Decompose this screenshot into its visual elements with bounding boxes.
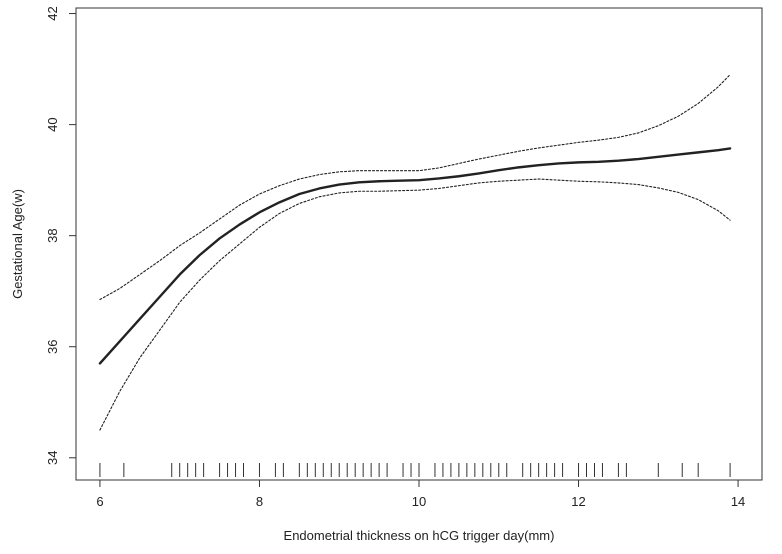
- x-tick-label: 8: [256, 494, 263, 509]
- x-tick-label: 6: [96, 494, 103, 509]
- y-tick-label: 38: [45, 228, 60, 242]
- x-tick-label: 12: [571, 494, 585, 509]
- y-axis: 34 36 38 40 42: [45, 6, 77, 465]
- x-axis: 6 8 10 12 14: [96, 479, 745, 509]
- y-tick-label: 42: [45, 6, 60, 20]
- x-axis-title: Endometrial thickness on hCG trigger day…: [284, 528, 555, 543]
- fitted-curve: [98, 147, 732, 365]
- lower-confidence-band: [99, 178, 731, 431]
- y-tick-label: 36: [45, 339, 60, 353]
- x-tick-label: 14: [731, 494, 745, 509]
- upper-confidence-band: [99, 74, 731, 301]
- y-tick-label: 40: [45, 117, 60, 131]
- x-tick-label: 10: [412, 494, 426, 509]
- rug-marks: [99, 463, 731, 477]
- y-axis-title: Gestational Age(w): [10, 189, 25, 299]
- curves: [98, 74, 732, 431]
- y-tick-label: 34: [45, 451, 60, 465]
- plot-frame: [75, 7, 763, 481]
